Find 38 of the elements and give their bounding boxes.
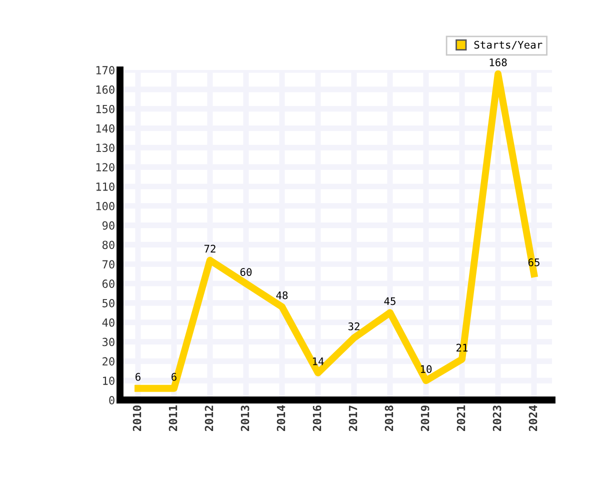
x-tick-label: 2010 [132,406,142,431]
x-tick-label: 2017 [348,406,358,431]
data-label: 48 [276,291,288,300]
x-tick-label: 2023 [492,406,502,431]
x-tick-label: 2016 [312,405,322,431]
y-tick-label: 60 [102,280,114,288]
y-tick-label: 20 [102,357,114,366]
x-tick-label: 2018 [384,406,394,431]
y-tick-label: 160 [96,85,114,94]
y-tick-label: 80 [102,240,114,250]
y-tick-label: 0 [109,396,114,404]
x-tick-label: 2012 [204,406,214,431]
y-tick-label: 120 [96,163,114,172]
data-label: 45 [384,297,396,306]
y-tick-label: 90 [102,221,114,230]
x-tick-label: 2024 [528,405,538,431]
data-label: 72 [204,244,216,253]
x-tick-label: 2013 [240,406,250,431]
y-tick-label: 170 [96,66,114,74]
x-tick-label: 2019 [420,406,430,431]
legend-label: Starts/Year [474,40,542,50]
data-label: 32 [348,322,360,330]
y-tick-label: 110 [96,182,114,191]
y-tick-label: 140 [96,124,114,133]
y-tick-label: 40 [102,318,114,327]
y-tick-label: 150 [96,104,114,114]
y-tick-label: 130 [96,144,114,152]
y-tick-label: 100 [96,202,114,210]
x-tick-label: 2011 [168,405,178,431]
x-tick-label: 2021 [456,405,466,431]
data-label: 168 [490,58,507,66]
y-tick-label: 10 [103,376,114,385]
y-tick-label: 50 [102,298,114,308]
y-tick-label: 30 [102,338,114,346]
data-label: 60 [240,268,252,276]
data-label: 6 [136,372,140,381]
x-tick-label: 2014 [276,405,286,431]
y-tick-label: 70 [102,260,114,269]
